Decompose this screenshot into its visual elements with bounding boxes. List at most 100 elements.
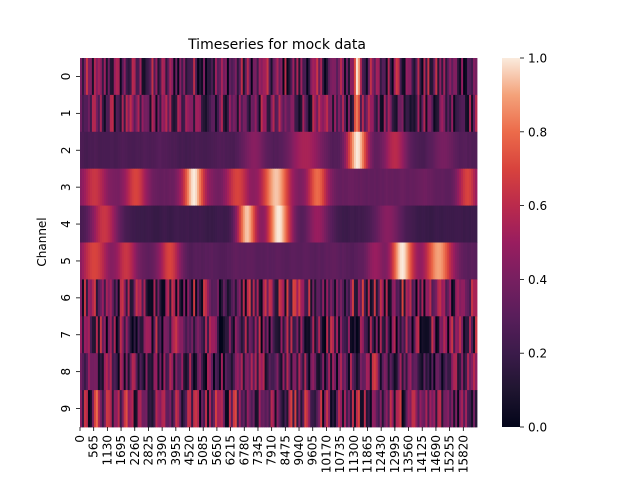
heatmap-cell [183,205,186,243]
heatmap-cell [399,353,402,391]
heatmap-cell [381,205,385,243]
heatmap-cell [99,131,103,170]
heatmap-cell [304,205,307,243]
heatmap-cell [318,316,321,354]
heatmap-cell [111,58,115,96]
heatmap-cell [461,353,464,391]
heatmap-cell [211,168,214,206]
heatmap-cell [351,205,355,243]
heatmap-cell [109,168,113,206]
heatmap-cell [151,279,154,317]
heatmap-cell [334,131,337,170]
heatmap-cell [242,58,246,96]
heatmap-cell [338,242,341,280]
heatmap-cell [113,242,117,280]
heatmap-cell [379,205,383,243]
heatmap-cell [173,205,176,243]
heatmap-cell [107,168,111,206]
heatmap-cell [179,131,182,170]
heatmap-cell [169,205,172,243]
heatmap-cell [195,279,198,317]
heatmap-cell [334,390,337,428]
heatmap-cell [421,390,424,428]
heatmap-cell [234,316,238,354]
heatmap-cell [256,390,260,428]
heatmap-cell [359,131,363,170]
heatmap-cell [248,353,252,391]
heatmap-cell [435,316,438,354]
heatmap-cell [105,316,109,354]
heatmap-cell [278,205,281,243]
heatmap-cell [445,390,448,428]
heatmap-cell [280,390,283,428]
heatmap-cell [169,353,172,391]
heatmap-cell [391,279,395,317]
heatmap-cell [302,242,305,280]
heatmap-cell [147,242,150,280]
heatmap-cell [447,168,450,206]
heatmap-cell [411,58,414,96]
heatmap-cell [161,205,164,243]
heatmap-cell [451,205,454,243]
heatmap-cell [193,131,196,170]
heatmap-cell [209,205,212,243]
heatmap-cell [320,168,323,206]
heatmap-cell [437,168,440,206]
heatmap-cell [373,94,377,133]
heatmap-cell [205,316,208,354]
heatmap-cell [467,316,470,354]
heatmap-cell [393,279,397,317]
heatmap-cell [115,168,119,206]
heatmap-cell [387,279,391,317]
heatmap-cell [252,168,256,206]
heatmap-cell [280,58,283,96]
heatmap-cell [312,205,315,243]
heatmap-cell [369,279,373,317]
heatmap-cell [345,205,349,243]
heatmap-cell [298,168,301,206]
heatmap-cell [83,279,87,317]
heatmap-cell [143,353,146,391]
heatmap-cell [187,168,190,206]
heatmap-cell [469,279,472,317]
heatmap-cell [137,242,140,280]
heatmap-cell [155,242,158,280]
heatmap-cell [334,168,337,206]
heatmap-cell [463,205,466,243]
heatmap-cell [425,353,428,391]
heatmap-cell [312,390,315,428]
heatmap-cell [345,390,349,428]
heatmap-cell [131,390,134,428]
heatmap-cell [171,279,174,317]
heatmap-cell [425,279,428,317]
heatmap-cell [173,316,176,354]
heatmap-cell [365,242,369,280]
heatmap-cell [320,353,323,391]
heatmap-cell [409,316,412,354]
heatmap-cell [276,168,279,206]
heatmap-cell [260,205,264,243]
heatmap-cell [353,131,357,170]
heatmap-cell [340,279,343,317]
heatmap-cell [451,94,454,133]
heatmap-cell [387,316,391,354]
x-tick-label: 11865 [360,435,374,473]
heatmap-cell [326,58,329,96]
heatmap-cell [393,316,397,354]
heatmap-cell [423,131,426,170]
heatmap-cell [240,205,244,243]
heatmap-cell [286,205,289,243]
heatmap-cell [431,316,434,354]
heatmap-cell [232,131,236,170]
heatmap-cell [127,58,131,96]
heatmap-cell [250,390,254,428]
heatmap-cell [349,131,353,170]
heatmap-cell [214,316,218,354]
heatmap-cell [304,353,307,391]
heatmap-cell [244,94,248,133]
heatmap-cell [103,168,107,206]
heatmap-cell [387,94,391,133]
heatmap-cell [419,94,422,133]
heatmap-cell [355,242,359,280]
